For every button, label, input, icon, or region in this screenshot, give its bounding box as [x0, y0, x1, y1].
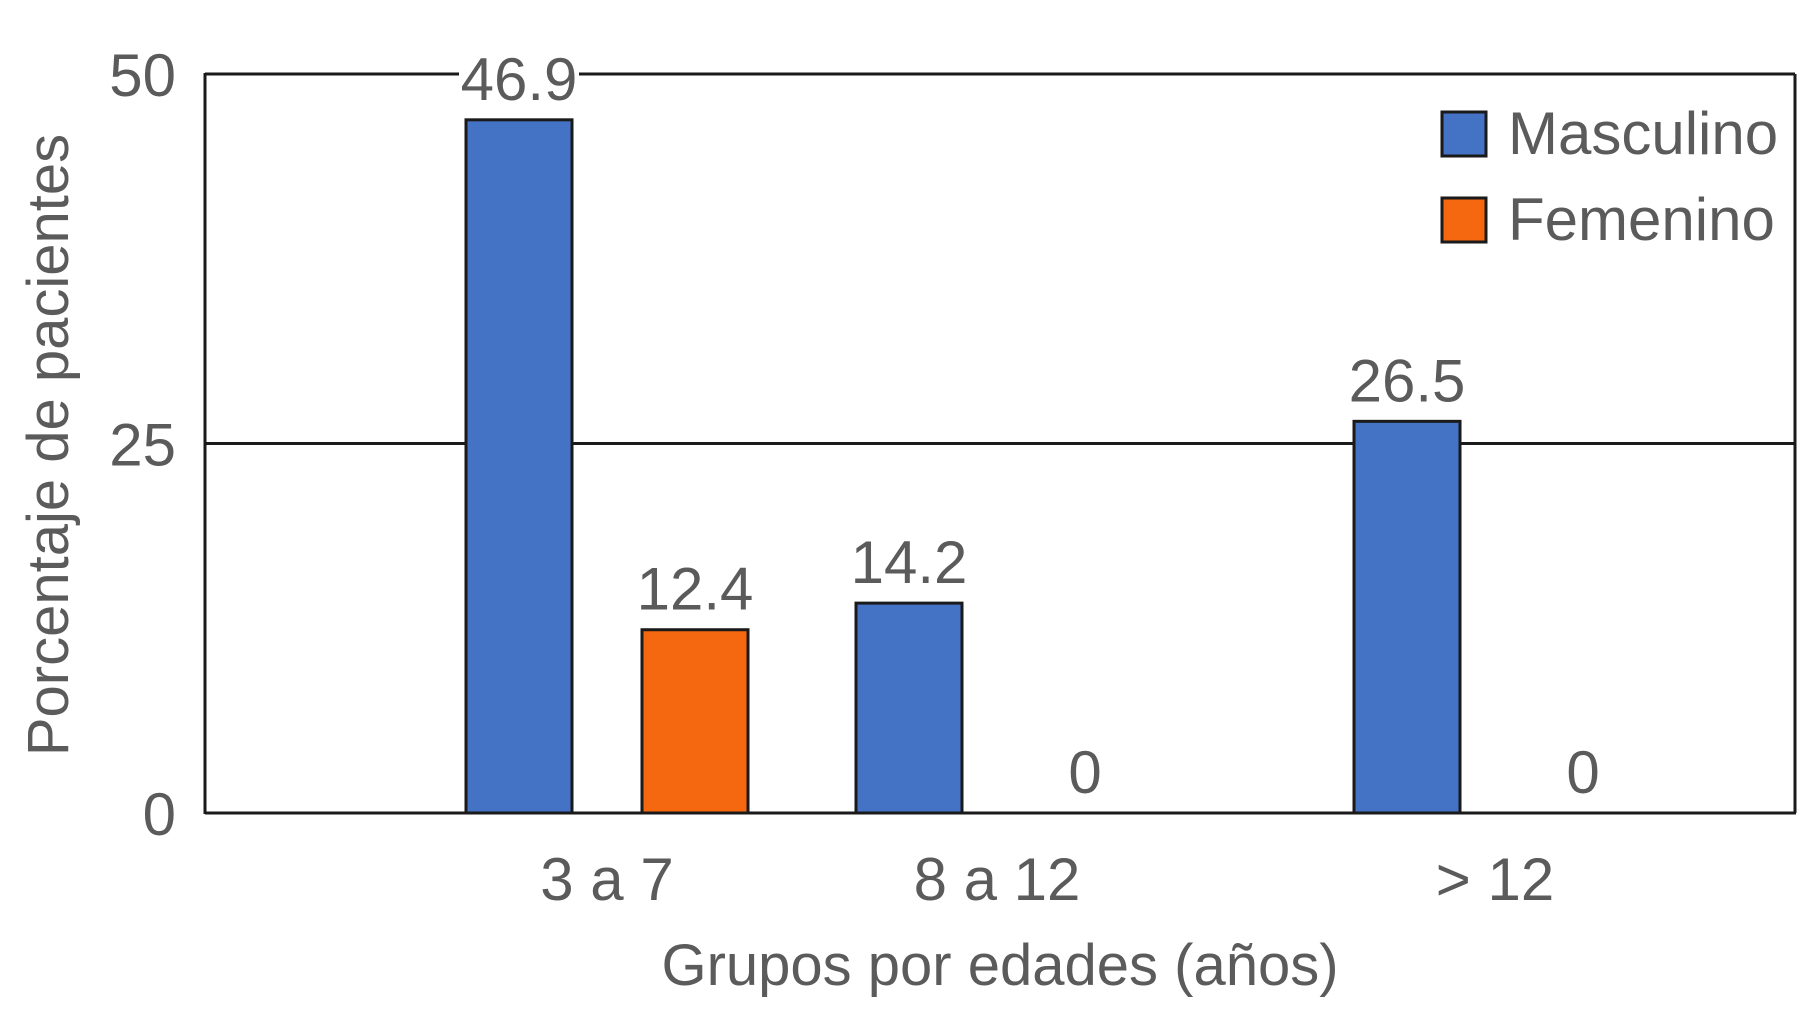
data-label-background: [459, 43, 579, 110]
data-label-background: [1521, 737, 1645, 803]
x-axis-title: Grupos por edades (años): [661, 933, 1338, 998]
data-label: 26.5: [1349, 347, 1466, 414]
data-label-background: [633, 553, 757, 620]
legend-label-femenino: Femenino: [1508, 186, 1775, 253]
y-tick-label: 25: [109, 412, 176, 479]
y-axis-title: Porcentaje de pacientes: [16, 134, 81, 756]
bar-masculino-0: [464, 118, 574, 815]
y-tick-label: 50: [109, 42, 176, 109]
legend: Masculino Femenino: [1440, 100, 1778, 253]
legend-label-masculino: Masculino: [1508, 100, 1778, 167]
data-label: 0: [1068, 739, 1101, 806]
data-label: 14.2: [851, 529, 968, 596]
data-label-background: [1023, 737, 1147, 803]
bars: [464, 118, 1462, 815]
x-tick-label: 8 a 12: [914, 846, 1081, 913]
x-tick-label: > 12: [1436, 846, 1554, 913]
data-label: 46.9: [461, 46, 578, 113]
bar-masculino-1: [854, 601, 964, 815]
data-label: 0: [1566, 739, 1599, 806]
legend-swatch-femenino: [1440, 196, 1488, 244]
x-tick-label: 3 a 7: [540, 846, 673, 913]
data-labels: 46.9 14.2 26.5 12.4 0 0: [459, 43, 1645, 806]
bar-femenino-0: [640, 628, 750, 815]
data-label: 12.4: [637, 556, 754, 623]
legend-swatch-masculino: [1440, 110, 1488, 158]
y-tick-label: 0: [143, 781, 176, 848]
bar-masculino-2: [1352, 419, 1462, 815]
data-label-background: [847, 527, 971, 594]
data-label-background: [1345, 345, 1469, 412]
axes: 0 25 50 3 a 7 8 a 12 > 12: [109, 42, 1797, 913]
